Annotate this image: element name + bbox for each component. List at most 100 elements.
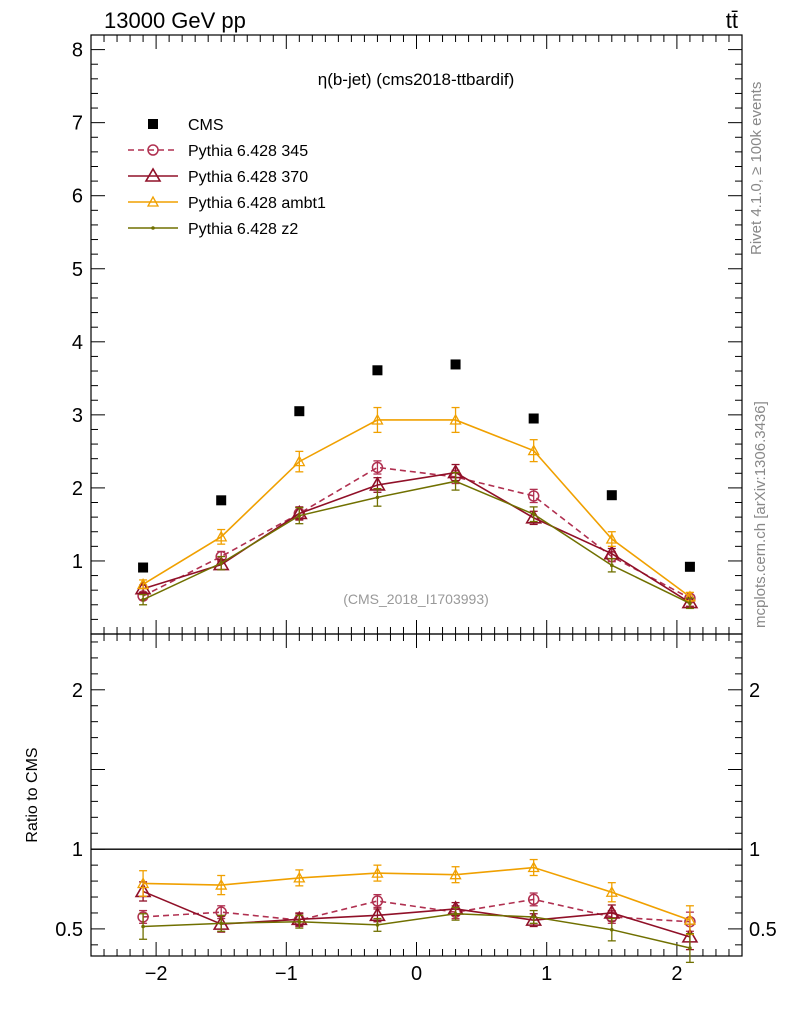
ratio-z2-point [453,911,458,916]
legend-item-cms: CMS [148,117,224,134]
legend-label-p370: Pythia 6.428 370 [188,169,308,186]
main-y-tick-label: 1 [72,551,83,573]
legend-marker-p345 [147,144,159,156]
ratio-ambt1-point [683,913,697,925]
ratio-ambt1-point [215,878,228,890]
ratio-series-layer [134,858,699,964]
x-tick-label: −2 [145,963,168,985]
legend-marker-cms [148,119,158,129]
ratio-ambt1-point [527,861,540,873]
ambt1-point [215,530,228,542]
ratio-series-z2 [139,906,694,964]
main-y-tick-label: 2 [72,478,83,500]
z2-point [610,563,614,568]
ratio-plot-frame [90,633,743,957]
main-y-tick-label: 8 [72,40,83,62]
mcplots-label: mcplots.cern.ch [arXiv:1306.3436] [752,401,769,628]
ratio-p345-point [527,893,540,906]
ratio-z2-line [143,913,691,949]
legend-item-z2: Pythia 6.428 z2 [128,221,298,238]
ratio-series-ambt1 [136,858,697,936]
p345-line [142,466,691,599]
legend-item-ambt1: Pythia 6.428 ambt1 [128,195,326,212]
legend-marker-z2 [151,226,155,230]
ambt1-point [293,455,306,467]
main-plot-panel: 1 2 3 4 5 6 7 8 η(b-jet) (cms2018-ttbardif) (CM… [72,34,743,635]
main-axis-ticks: 1 2 3 4 5 6 7 8 [72,35,742,635]
z2-point [453,479,458,484]
series-z2 [139,471,694,610]
legend-label-p345: Pythia 6.428 345 [188,143,308,160]
ratio-z2-point [141,924,145,929]
ratio-ambt1-point [449,868,462,880]
ratio-z2-point [375,923,380,927]
cms-point [294,406,305,417]
z2-line [142,480,691,604]
ratio-y-tick-label-right: 1 [749,839,760,861]
p345-point [527,490,540,502]
ratio-ambt1-point [371,866,384,878]
ratio-ambt1-line [143,866,691,921]
x-tick-label: 0 [411,963,422,985]
ratio-plot-panel: 0.5 0.5 1 1 2 2 −2 −1 0 1 2 Ratio to CMS [24,633,777,985]
ratio-p345-point [371,895,384,907]
series-ambt1 [136,406,697,602]
ambt1-point [449,413,462,425]
ratio-z2-point [219,921,223,926]
ratio-z2-point [610,927,614,932]
legend-item-p345: Pythia 6.428 345 [128,143,308,160]
cms-point [684,561,695,572]
ratio-ambt1-point [293,871,306,883]
legend-label-cms: CMS [188,117,224,134]
cms-point [606,490,617,501]
main-y-tick-label: 5 [72,259,83,281]
main-y-tick-label: 4 [72,332,83,354]
main-y-tick-label: 6 [72,186,83,208]
cms-point [528,413,539,424]
ratio-y-tick-label-right: 2 [749,680,760,702]
z2-point [688,601,692,606]
z2-point [297,513,302,518]
ratio-y-tick-label-left: 1 [72,839,83,861]
ratio-p370-point [525,911,543,926]
z2-point [375,495,380,500]
ratio-y-tick-label-left: 0.5 [55,919,83,941]
ratio-ambt1-point [136,877,150,889]
legend-label-z2: Pythia 6.428 z2 [188,221,298,238]
ambt1-point [527,444,540,456]
main-series-layer [134,359,699,610]
rivet-version-label: Rivet 4.1.0, ≥ 100k events [748,82,765,255]
ratio-y-tick-label-right: 0.5 [749,919,777,941]
ratio-y-tick-label-left: 2 [72,680,83,702]
p345-point [371,461,384,474]
z2-point [219,561,223,565]
x-tick-label: 1 [541,963,552,985]
cms-point [450,359,461,370]
z2-point [531,512,536,516]
legend-item-p370: Pythia 6.428 370 [128,167,308,186]
ratio-z2-point [688,946,692,950]
main-y-tick-label: 3 [72,405,83,427]
cms-point [138,562,149,573]
ratio-z2-point [531,915,536,919]
ambt1-point [136,577,150,589]
legend-marker-ambt1 [146,195,160,207]
cms-point [372,365,383,376]
ambt1-point [371,413,384,425]
process-label: tt̄ [726,8,738,33]
ratio-ambt1-point [605,885,618,897]
main-y-tick-label: 7 [72,113,83,135]
ratio-y-axis-label: Ratio to CMS [24,747,41,842]
x-tick-label: 2 [671,963,682,985]
chart-title: η(b-jet) (cms2018-ttbardif) [318,70,515,89]
cms-point [216,495,227,506]
legend: CMS Pythia 6.428 345 Pythia 6.428 370 Pythi… [128,117,326,238]
ambt1-point [605,532,618,544]
energy-label: 13000 GeV pp [104,8,246,33]
analysis-watermark: (CMS_2018_I1703993) [343,591,489,607]
series-cms [138,359,695,573]
ratio-axis-ticks: 0.5 0.5 1 1 2 2 −2 −1 0 1 2 [55,634,777,985]
x-tick-label: −1 [275,963,298,985]
legend-marker-p370 [144,167,162,182]
